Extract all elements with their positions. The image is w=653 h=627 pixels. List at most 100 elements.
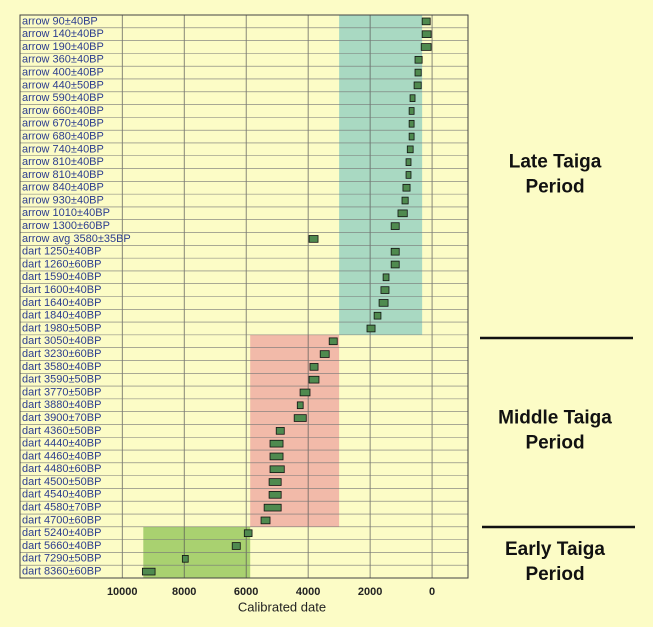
date-range [328, 337, 338, 346]
row-label: dart 5240±40BP [22, 527, 101, 539]
row-label: dart 1590±40BP [22, 271, 101, 283]
row-label: arrow 1010±40BP [22, 207, 110, 219]
row-label: arrow 90±40BP [22, 15, 98, 27]
row-label: arrow 360±40BP [22, 54, 104, 66]
date-range [420, 43, 432, 51]
x-tick-label: 0 [429, 586, 435, 598]
date-range [269, 452, 284, 461]
date-range [319, 350, 330, 358]
date-range [421, 17, 431, 26]
row-label: arrow 590±40BP [22, 92, 104, 104]
row-label: arrow avg 3580±35BP [22, 233, 131, 245]
row-label: arrow 680±40BP [22, 130, 104, 142]
date-range [408, 132, 415, 141]
x-axis-label: Calibrated date [238, 599, 326, 614]
date-range [413, 81, 422, 90]
date-range [296, 401, 304, 410]
row-label: dart 4460±40BP [22, 450, 101, 462]
row-label: dart 1600±40BP [22, 284, 101, 296]
date-range [231, 542, 241, 550]
period-label: Period [525, 432, 584, 453]
row-label: arrow 140±40BP [22, 28, 104, 40]
row-label: dart 1260±60BP [22, 258, 101, 270]
date-range [308, 375, 320, 384]
date-range [401, 196, 409, 205]
date-range [414, 68, 422, 77]
row-label: arrow 440±50BP [22, 79, 104, 91]
date-range [406, 145, 414, 154]
x-tick-label: 4000 [296, 586, 320, 598]
row-label: dart 3050±40BP [22, 335, 101, 347]
date-range [308, 235, 319, 243]
x-tick-label: 6000 [234, 586, 258, 598]
date-range [390, 222, 400, 230]
plot-frame [19, 14, 469, 579]
date-range [397, 209, 408, 218]
row-label: dart 1250±40BP [22, 246, 101, 258]
date-range [405, 158, 412, 166]
row-label: arrow 400±40BP [22, 66, 104, 78]
row-label: arrow 190±40BP [22, 41, 104, 53]
date-range [268, 478, 282, 486]
row-label: arrow 740±40BP [22, 143, 104, 155]
row-label: dart 4360±50BP [22, 425, 101, 437]
date-range [408, 107, 415, 115]
date-range [263, 503, 282, 512]
row-label: arrow 1300±60BP [22, 220, 110, 232]
date-range [380, 286, 390, 294]
period-label: Early Taiga [505, 539, 605, 560]
date-range [390, 247, 400, 256]
row-label: dart 3770±50BP [22, 386, 101, 398]
period-band [250, 334, 340, 527]
row-label: dart 1640±40BP [22, 297, 101, 309]
row-label: arrow 930±40BP [22, 194, 104, 206]
date-range [390, 260, 400, 269]
date-range [293, 414, 307, 422]
x-tick-label: 8000 [172, 586, 196, 598]
row-label: arrow 810±40BP [22, 169, 104, 181]
row-label: arrow 670±40BP [22, 118, 104, 130]
row-label: dart 3230±60BP [22, 348, 101, 360]
date-range [299, 388, 311, 397]
date-range [275, 427, 285, 435]
row-label: dart 8360±60BP [22, 566, 101, 578]
date-range [378, 299, 389, 307]
row-label: dart 4440±40BP [22, 438, 101, 450]
date-range [260, 516, 271, 525]
date-range [269, 465, 285, 474]
date-range [414, 55, 423, 64]
row-label: dart 1980±50BP [22, 322, 101, 334]
row-label: dart 1840±40BP [22, 310, 101, 322]
date-range [405, 171, 412, 179]
row-label: dart 4500±50BP [22, 476, 101, 488]
row-label: dart 5660±40BP [22, 540, 101, 552]
period-label: Period [525, 176, 584, 197]
row-label: arrow 810±40BP [22, 156, 104, 168]
row-label: arrow 660±40BP [22, 105, 104, 117]
date-range [181, 555, 189, 563]
row-label: dart 4580±70BP [22, 502, 101, 514]
period-label: Period [525, 564, 584, 585]
date-range [409, 94, 416, 102]
date-range [408, 119, 415, 128]
row-label: dart 4480±60BP [22, 463, 101, 475]
period-label: Middle Taiga [498, 407, 612, 428]
row-label: dart 3580±40BP [22, 361, 101, 373]
date-range [309, 363, 319, 371]
date-range [243, 529, 253, 538]
row-label: dart 3590±50BP [22, 374, 101, 386]
date-range [269, 439, 284, 448]
date-range [421, 30, 432, 38]
date-range [366, 324, 376, 333]
date-range [268, 491, 282, 499]
period-label: Late Taiga [509, 151, 602, 172]
date-range [373, 311, 382, 320]
date-range [141, 567, 156, 576]
date-range [382, 273, 390, 282]
row-label: dart 3900±70BP [22, 412, 101, 424]
row-label: dart 3880±40BP [22, 399, 101, 411]
row-label: dart 7290±50BP [22, 553, 101, 565]
row-label: arrow 840±40BP [22, 182, 104, 194]
date-range [402, 183, 411, 192]
